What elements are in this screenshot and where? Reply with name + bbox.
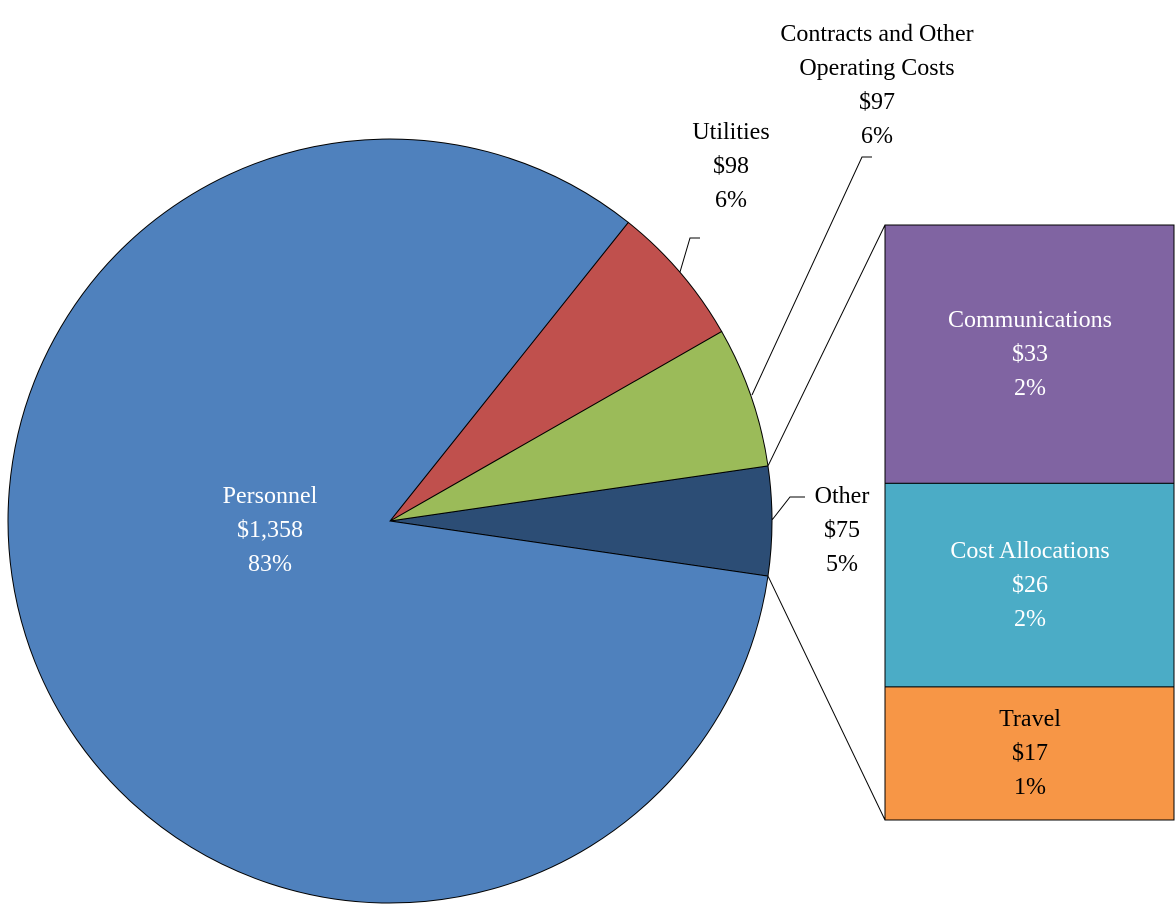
label-line: Personnel bbox=[222, 483, 318, 509]
label-line: $33 bbox=[1012, 341, 1048, 368]
label-line: 83% bbox=[248, 551, 292, 577]
data-label: Personnel $1,358 83% bbox=[150, 479, 390, 581]
label-line: $97 bbox=[859, 89, 895, 115]
bar-segment bbox=[884, 224, 1175, 484]
label-line: 2% bbox=[1014, 606, 1046, 633]
label-line: 2% bbox=[1014, 375, 1046, 402]
label-line: 6% bbox=[715, 187, 747, 213]
label-line: 6% bbox=[861, 123, 893, 149]
label-line: Communications bbox=[948, 307, 1112, 334]
label-line: $26 bbox=[1012, 572, 1048, 599]
label-line: Travel bbox=[999, 706, 1061, 733]
pie-slice bbox=[389, 330, 769, 522]
data-label: Cost Allocations $26 2% bbox=[890, 534, 1170, 636]
label-line: Other bbox=[814, 483, 870, 509]
leader-line bbox=[771, 496, 805, 521]
connector-line bbox=[767, 224, 886, 467]
label-line: 5% bbox=[826, 551, 858, 577]
data-label: Contracts and Other Operating Costs $97 6% bbox=[747, 17, 1007, 153]
leader-line bbox=[751, 156, 872, 396]
label-line: $1,358 bbox=[237, 517, 303, 543]
label-line: $17 bbox=[1012, 740, 1048, 767]
label-line: 1% bbox=[1014, 774, 1046, 801]
data-label: Communications $33 2% bbox=[890, 303, 1170, 405]
label-line: Utilities bbox=[692, 119, 770, 145]
leader-line bbox=[679, 237, 700, 273]
bar-segment bbox=[884, 686, 1175, 821]
pie-slice bbox=[389, 221, 723, 522]
label-line: Contracts and Other Operating Costs bbox=[780, 21, 974, 81]
label-line: $75 bbox=[824, 517, 860, 543]
bar-segment bbox=[884, 482, 1175, 688]
label-line: $98 bbox=[713, 153, 749, 179]
data-label: Utilities $98 6% bbox=[651, 115, 811, 217]
pie-slice bbox=[7, 138, 769, 904]
data-label: Other $75 5% bbox=[792, 479, 892, 581]
label-line: Cost Allocations bbox=[950, 538, 1110, 565]
connector-line bbox=[767, 575, 886, 821]
data-label: Travel $17 1% bbox=[890, 702, 1170, 804]
